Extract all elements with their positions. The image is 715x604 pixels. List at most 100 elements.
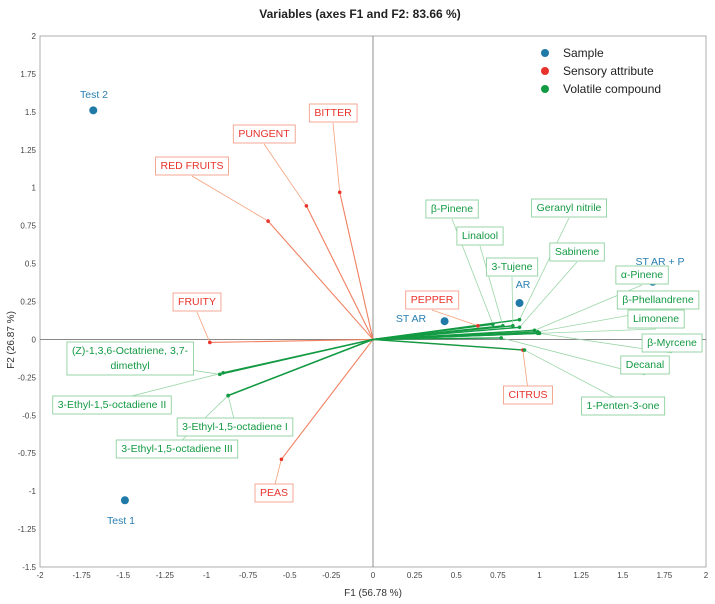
- label-red-fruits: RED FRUITS: [155, 156, 229, 176]
- legend-label-volatile-compound: Volatile compound: [563, 82, 661, 96]
- x-tick-label: 0.75: [490, 571, 506, 580]
- y-tick-label: -0.5: [22, 411, 36, 420]
- chart-title: Variables (axes F1 and F2: 83.66 %): [259, 7, 460, 21]
- y-tick-label: -1.5: [22, 563, 36, 572]
- label-1-penten-3-one: 1-Penten-3-one: [581, 396, 666, 416]
- y-tick-label: -0.25: [18, 373, 37, 382]
- svg-text:PEAS: PEAS: [260, 487, 288, 499]
- point-pinene: [532, 328, 537, 333]
- leader-geranyl-nitrile: [519, 217, 570, 320]
- x-tick-label: -0.5: [283, 571, 297, 580]
- x-tick-label: 1.75: [657, 571, 673, 580]
- label-phellandrene: β-Phellandrene: [616, 290, 700, 310]
- label-pinene: β-Pinene: [425, 199, 479, 219]
- svg-text:3-Ethyl-1,5-octadiene II: 3-Ethyl-1,5-octadiene II: [58, 399, 167, 411]
- label-citrus: CITRUS: [503, 385, 553, 405]
- svg-text:β-Pinene: β-Pinene: [431, 203, 473, 215]
- svg-text:Sabinene: Sabinene: [555, 246, 600, 258]
- legend-marker-sample: [541, 49, 549, 57]
- x-tick-label: 2: [704, 571, 709, 580]
- leader-sabinene: [519, 261, 578, 328]
- y-tick-label: 0.25: [20, 298, 36, 307]
- vector-1-penten-3-one: [372, 338, 525, 351]
- point-bitter: [337, 190, 342, 195]
- label-linalool: Linalool: [456, 226, 504, 246]
- y-tick-label: -1.25: [18, 525, 37, 534]
- point-3-ethyl-1-5-octadiene-ii: [221, 371, 225, 375]
- vector-geranyl-nitrile: [372, 319, 520, 341]
- svg-text:BITTER: BITTER: [314, 107, 352, 119]
- label-decanal: Decanal: [620, 355, 670, 375]
- vector-peas: [280, 339, 374, 460]
- y-tick-label: 1.75: [20, 70, 36, 79]
- label-pepper: PEPPER: [405, 290, 460, 310]
- y-tick-label: 0: [32, 335, 37, 344]
- svg-text:3-Tujene: 3-Tujene: [491, 261, 532, 273]
- svg-text:Limonene: Limonene: [633, 313, 679, 325]
- label-pinene: α-Pinene: [615, 265, 669, 285]
- label-sabinene: Sabinene: [549, 242, 605, 262]
- svg-text:(Z)-1,3,6-Octatriene, 3,7-dime: (Z)-1,3,6-Octatriene, 3,7-dimethyl: [72, 345, 189, 372]
- label-test-2: Test 2: [80, 89, 108, 101]
- sample-point-test-2: [89, 106, 98, 115]
- point-red-fruits: [266, 219, 270, 223]
- svg-text:FRUITY: FRUITY: [178, 296, 216, 308]
- y-tick-label: 0.75: [20, 222, 36, 231]
- svg-text:Linalool: Linalool: [462, 230, 498, 242]
- svg-text:α-Pinene: α-Pinene: [621, 269, 663, 281]
- label-3-tujene: 3-Tujene: [486, 257, 539, 277]
- vector-fruity: [209, 338, 374, 344]
- y-tick-label: 1.5: [25, 108, 37, 117]
- point-peas: [279, 457, 284, 462]
- svg-text:Test 1: Test 1: [107, 515, 135, 527]
- vector-3-ethyl-1-5-octadiene-ii: [222, 338, 374, 374]
- leader-citrus: [522, 349, 529, 391]
- svg-text:β-Myrcene: β-Myrcene: [647, 337, 697, 349]
- data-points: [89, 106, 657, 505]
- svg-text:Test 2: Test 2: [80, 89, 108, 101]
- x-tick-label: 0: [371, 571, 376, 580]
- x-tick-label: 1.5: [617, 571, 629, 580]
- y-tick-label: -0.75: [18, 449, 37, 458]
- vector-bitter: [339, 192, 374, 340]
- vector-red-fruits: [267, 220, 374, 340]
- y-tick-label: -1: [29, 487, 37, 496]
- svg-text:AR: AR: [516, 279, 531, 291]
- x-tick-label: 1.25: [573, 571, 589, 580]
- x-tick-label: -1.5: [116, 571, 130, 580]
- vector-pungent: [305, 205, 374, 340]
- x-tick-label: -0.25: [322, 571, 341, 580]
- x-tick-label: 0.25: [407, 571, 423, 580]
- svg-text:3-Ethyl-1,5-octadiene I: 3-Ethyl-1,5-octadiene I: [182, 421, 288, 433]
- svg-text:CITRUS: CITRUS: [508, 389, 547, 401]
- label-bitter: BITTER: [308, 103, 358, 123]
- point-fruity: [208, 340, 212, 345]
- leader-linalool: [479, 245, 504, 326]
- legend-label-sample: Sample: [563, 46, 604, 60]
- x-tick-label: -1.25: [156, 571, 175, 580]
- leader-pepper: [431, 309, 479, 327]
- legend-marker-volatile-compound: [541, 85, 549, 93]
- plot-area: [39, 35, 707, 568]
- leader-3-tujene: [511, 276, 514, 326]
- sample-point-st-ar: [440, 317, 449, 326]
- svg-text:3-Ethyl-1,5-octadiene III: 3-Ethyl-1,5-octadiene III: [121, 443, 232, 455]
- point-labels: Test 2 Test 1 ST AR AR ST AR + P BITTER PUNGEN…: [52, 89, 703, 527]
- legend-marker-sensory-attribute: [541, 67, 549, 75]
- x-tick-label: 1: [537, 571, 542, 580]
- label-peas: PEAS: [254, 483, 294, 503]
- y-tick-label: 1: [32, 184, 37, 193]
- svg-text:PUNGENT: PUNGENT: [238, 128, 290, 140]
- point-linalool: [501, 323, 505, 328]
- point-geranyl-nitrile: [517, 317, 522, 322]
- legend: Sample Sensory attribute Volatile compound: [541, 46, 661, 96]
- leader-pungent: [263, 143, 307, 207]
- leader-fruity: [196, 311, 211, 343]
- point-1-penten-3-one: [522, 348, 527, 352]
- label-test-1: Test 1: [107, 515, 135, 527]
- leader-1-penten-3-one: [524, 349, 624, 403]
- label-3-ethyl-1-5-octadiene-iii: 3-Ethyl-1,5-octadiene III: [115, 439, 239, 459]
- x-axis-ticks: -2 -1.75 -1.5 -1.25 -1 -0.75 -0.5 -0.25 0 0.25 0.5…: [36, 571, 708, 580]
- legend-label-sensory-attribute: Sensory attribute: [563, 64, 654, 78]
- svg-text:β-Phellandrene: β-Phellandrene: [622, 294, 694, 306]
